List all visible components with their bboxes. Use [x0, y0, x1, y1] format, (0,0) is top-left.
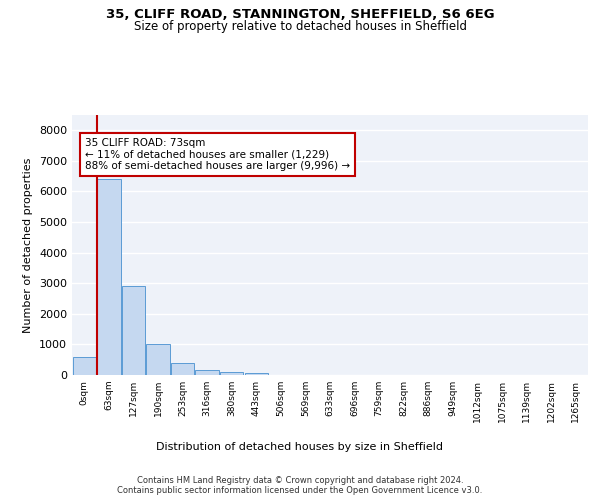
Text: 35 CLIFF ROAD: 73sqm
← 11% of detached houses are smaller (1,229)
88% of semi-de: 35 CLIFF ROAD: 73sqm ← 11% of detached h…	[85, 138, 350, 171]
Bar	[97, 179, 121, 375]
Text: Contains public sector information licensed under the Open Government Licence v3: Contains public sector information licen…	[118, 486, 482, 495]
Text: 35, CLIFF ROAD, STANNINGTON, SHEFFIELD, S6 6EG: 35, CLIFF ROAD, STANNINGTON, SHEFFIELD, …	[106, 8, 494, 20]
Bar	[146, 344, 170, 375]
Bar	[73, 356, 96, 375]
Text: Contains HM Land Registry data © Crown copyright and database right 2024.: Contains HM Land Registry data © Crown c…	[137, 476, 463, 485]
Bar	[122, 286, 145, 375]
Text: Size of property relative to detached houses in Sheffield: Size of property relative to detached ho…	[133, 20, 467, 33]
Bar	[245, 372, 268, 375]
Y-axis label: Number of detached properties: Number of detached properties	[23, 158, 34, 332]
Bar	[220, 372, 244, 375]
Bar	[196, 370, 219, 375]
Text: Distribution of detached houses by size in Sheffield: Distribution of detached houses by size …	[157, 442, 443, 452]
Bar	[171, 364, 194, 375]
